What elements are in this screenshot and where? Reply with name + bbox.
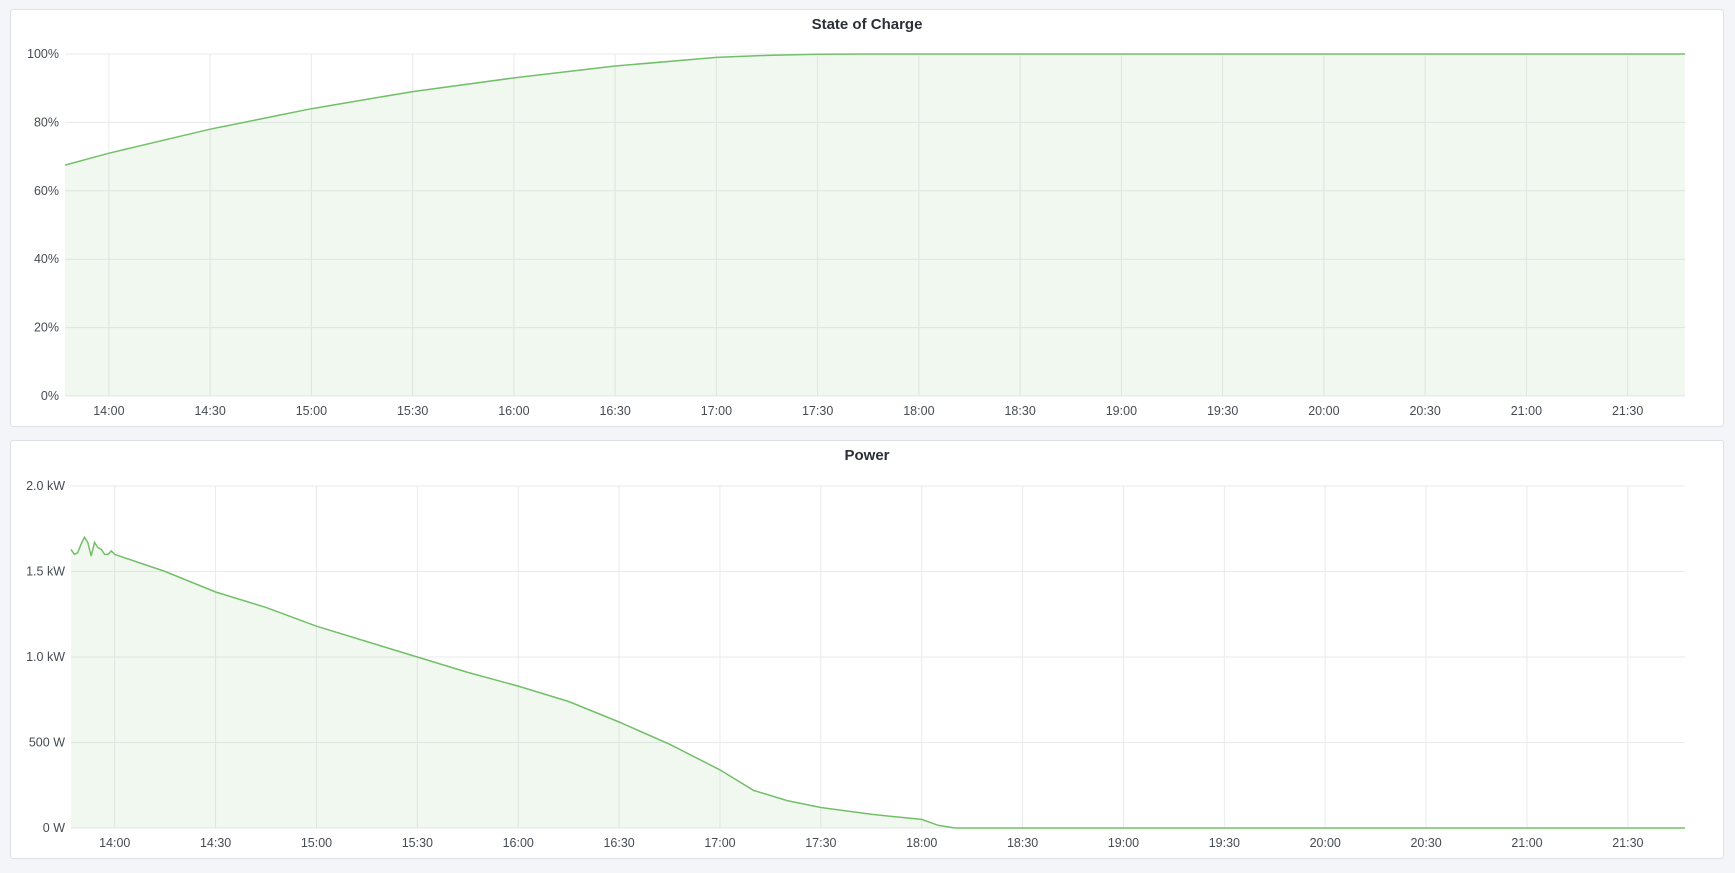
y-tick-label: 0 W: [43, 821, 65, 835]
x-tick-label: 19:30: [1207, 404, 1238, 418]
state-of-charge-chart: 0% 20% 40% 60% 80% 100% 14:00 14:30 15:00 15:30 16…: [27, 47, 1685, 418]
series-area-fill: [71, 537, 1685, 828]
x-tick-label: 14:00: [93, 404, 124, 418]
power-panel: Power 0 W 500 W 1.0 kW 1.5 kW 2.0 kW 14:00 14:…: [10, 440, 1724, 859]
x-tick-label: 20:30: [1409, 404, 1440, 418]
x-tick-label: 15:00: [301, 836, 332, 850]
series-line: [70, 535, 1685, 829]
panel-title: State of Charge: [811, 16, 923, 33]
x-tick-label: 16:30: [599, 404, 630, 418]
x-tick-label: 18:30: [1004, 404, 1035, 418]
x-tick-label: 18:00: [903, 404, 934, 418]
y-tick-label: 2.0 kW: [26, 479, 65, 493]
x-tick-label: 20:00: [1308, 404, 1339, 418]
x-tick-label: 17:00: [704, 836, 735, 850]
x-tick-label: 21:30: [1612, 836, 1643, 850]
x-tick-label: 14:30: [194, 404, 225, 418]
x-tick-label: 18:00: [906, 836, 937, 850]
y-tick-label: 0%: [41, 389, 59, 403]
x-tick-label: 19:00: [1106, 404, 1137, 418]
x-tick-label: 19:30: [1209, 836, 1240, 850]
y-tick-label: 20%: [34, 321, 59, 335]
power-chart: 0 W 500 W 1.0 kW 1.5 kW 2.0 kW 14:00 14:30 15:0…: [26, 479, 1685, 850]
y-tick-label: 1.0 kW: [26, 650, 65, 664]
x-tick-label: 18:30: [1007, 836, 1038, 850]
series-line: [64, 53, 1685, 166]
x-tick-label: 15:30: [397, 404, 428, 418]
x-tick-label: 14:00: [99, 836, 130, 850]
x-tick-label: 19:00: [1108, 836, 1139, 850]
x-tick-label: 16:00: [498, 404, 529, 418]
series-area-fill: [65, 54, 1685, 396]
x-tick-label: 21:00: [1511, 404, 1542, 418]
x-tick-label: 16:00: [503, 836, 534, 850]
y-tick-label: 1.5 kW: [26, 565, 65, 579]
y-tick-label: 500 W: [29, 736, 65, 750]
x-tick-label: 17:00: [701, 404, 732, 418]
x-tick-label: 17:30: [802, 404, 833, 418]
x-tick-label: 15:00: [296, 404, 327, 418]
x-tick-label: 21:30: [1612, 404, 1643, 418]
y-tick-label: 40%: [34, 252, 59, 266]
y-tick-label: 60%: [34, 184, 59, 198]
x-tick-label: 21:00: [1511, 836, 1542, 850]
y-tick-label: 80%: [34, 115, 59, 129]
y-tick-label: 100%: [27, 47, 59, 61]
x-tick-label: 20:00: [1310, 836, 1341, 850]
state-of-charge-panel: State of Charge 0% 20% 40% 60% 80% 100% 14:00 1…: [10, 9, 1724, 427]
x-tick-label: 14:30: [200, 836, 231, 850]
panel-title: Power: [844, 447, 890, 464]
x-tick-label: 17:30: [805, 836, 836, 850]
x-tick-label: 20:30: [1410, 836, 1441, 850]
x-tick-label: 15:30: [402, 836, 433, 850]
x-tick-label: 16:30: [603, 836, 634, 850]
